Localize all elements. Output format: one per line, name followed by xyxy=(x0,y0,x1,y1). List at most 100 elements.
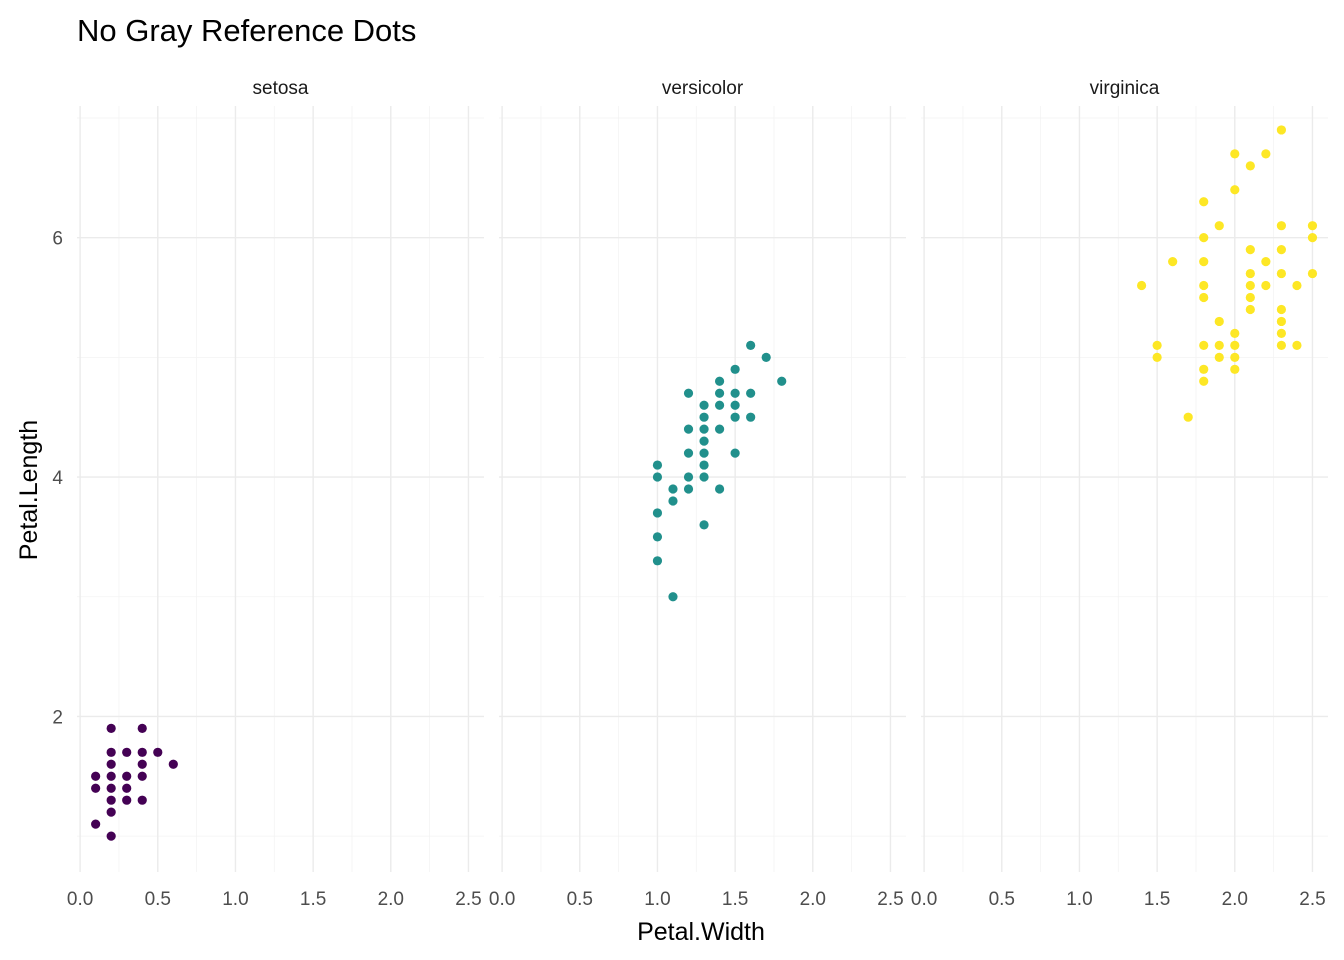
data-point xyxy=(668,496,678,506)
data-point xyxy=(714,376,725,386)
data-point xyxy=(106,759,116,769)
facet-panel-virginica: virginica 0.0 0.5 1.0 1.5 2.0 2.5 xyxy=(911,78,1328,910)
data-point xyxy=(106,807,116,817)
data-point xyxy=(1199,256,1209,267)
x-tick-label: 2.0 xyxy=(800,889,826,910)
data-point xyxy=(668,592,678,602)
facet-panels: setosa 0.0 0.5 1.0 1.5 2.0 2.5 versicolor 0.0 0.5… xyxy=(52,78,1328,910)
data-point xyxy=(91,819,101,829)
data-point xyxy=(1214,340,1224,350)
y-axis-title: Petal.Length xyxy=(15,420,43,560)
data-point xyxy=(91,783,101,793)
data-point xyxy=(106,795,116,805)
data-point xyxy=(1214,221,1224,231)
data-point xyxy=(1245,161,1255,171)
data-point xyxy=(122,783,132,793)
x-tick-label: 2.5 xyxy=(877,889,903,910)
data-point xyxy=(683,424,694,434)
data-point xyxy=(1214,316,1224,327)
data-point xyxy=(699,412,709,422)
x-tick-label: 1.0 xyxy=(1066,889,1092,910)
x-tick-label: 1.5 xyxy=(722,889,748,910)
data-point xyxy=(106,747,116,757)
data-point xyxy=(1230,328,1240,339)
data-point xyxy=(1245,245,1255,255)
data-point xyxy=(1307,221,1318,231)
facet-panel-setosa: setosa 0.0 0.5 1.0 1.5 2.0 2.5 xyxy=(67,78,484,910)
x-tick-label: 1.0 xyxy=(644,889,670,910)
facet-strip-label: setosa xyxy=(253,78,309,99)
data-point xyxy=(683,484,694,494)
x-axis-title: Petal.Width xyxy=(637,918,765,946)
data-point xyxy=(714,400,725,410)
x-tick-label: 2.0 xyxy=(1222,889,1248,910)
x-tick-label: 0.0 xyxy=(911,889,937,910)
y-tick-label: 6 xyxy=(52,229,63,250)
data-point xyxy=(1276,328,1286,339)
data-point xyxy=(1276,304,1286,315)
data-point xyxy=(137,795,147,805)
data-point xyxy=(1168,256,1178,267)
data-point xyxy=(1292,340,1302,350)
data-point xyxy=(1199,292,1209,303)
data-point xyxy=(714,424,725,434)
data-point xyxy=(106,831,116,841)
data-point xyxy=(730,400,740,410)
data-point xyxy=(1292,280,1302,291)
data-point xyxy=(714,484,725,494)
facet-panel-versicolor: versicolor 0.0 0.5 1.0 1.5 2.0 2.5 xyxy=(489,78,906,910)
y-tick-label: 4 xyxy=(52,468,63,489)
data-point xyxy=(730,412,740,422)
data-point xyxy=(1199,280,1209,291)
data-point xyxy=(1245,268,1255,279)
x-tick-label: 2.0 xyxy=(378,889,404,910)
facet-strip-label: virginica xyxy=(1090,78,1160,99)
x-tick-label: 0.0 xyxy=(489,889,515,910)
data-point xyxy=(652,508,663,518)
facet-strip-label: versicolor xyxy=(662,78,744,99)
data-point xyxy=(1152,352,1162,362)
chart-title: No Gray Reference Dots xyxy=(77,13,416,48)
data-point xyxy=(699,448,709,458)
data-point xyxy=(1261,256,1271,267)
data-point xyxy=(1136,280,1147,291)
data-point xyxy=(1199,197,1209,207)
x-tick-label: 0.0 xyxy=(67,889,93,910)
data-point xyxy=(730,364,740,374)
data-point xyxy=(1307,268,1318,279)
data-point xyxy=(1199,233,1209,243)
data-point xyxy=(1214,352,1224,362)
data-point xyxy=(1276,316,1286,327)
data-point xyxy=(699,460,709,470)
data-point xyxy=(137,747,147,757)
data-point xyxy=(1230,149,1240,159)
data-point xyxy=(699,400,709,410)
data-point xyxy=(1245,280,1255,291)
data-point xyxy=(1230,364,1240,374)
data-point xyxy=(122,795,132,805)
data-point xyxy=(652,472,663,482)
data-point xyxy=(746,340,756,350)
x-tick-label: 2.5 xyxy=(1299,889,1325,910)
data-point xyxy=(699,472,709,482)
data-point xyxy=(746,412,756,422)
data-point xyxy=(1276,340,1286,350)
x-tick-label: 0.5 xyxy=(145,889,171,910)
data-point xyxy=(1276,221,1286,231)
x-tick-label: 1.5 xyxy=(300,889,326,910)
data-point xyxy=(1152,340,1162,350)
data-point xyxy=(683,388,694,398)
data-point xyxy=(168,759,178,769)
data-point xyxy=(1199,364,1209,374)
data-point xyxy=(777,376,787,386)
data-point xyxy=(652,532,663,542)
data-point xyxy=(683,472,694,482)
data-point xyxy=(137,759,147,769)
data-point xyxy=(699,436,709,446)
data-point xyxy=(652,460,663,470)
data-point xyxy=(91,771,101,781)
data-point xyxy=(668,484,678,494)
data-point xyxy=(699,520,709,530)
data-point xyxy=(1199,376,1209,386)
